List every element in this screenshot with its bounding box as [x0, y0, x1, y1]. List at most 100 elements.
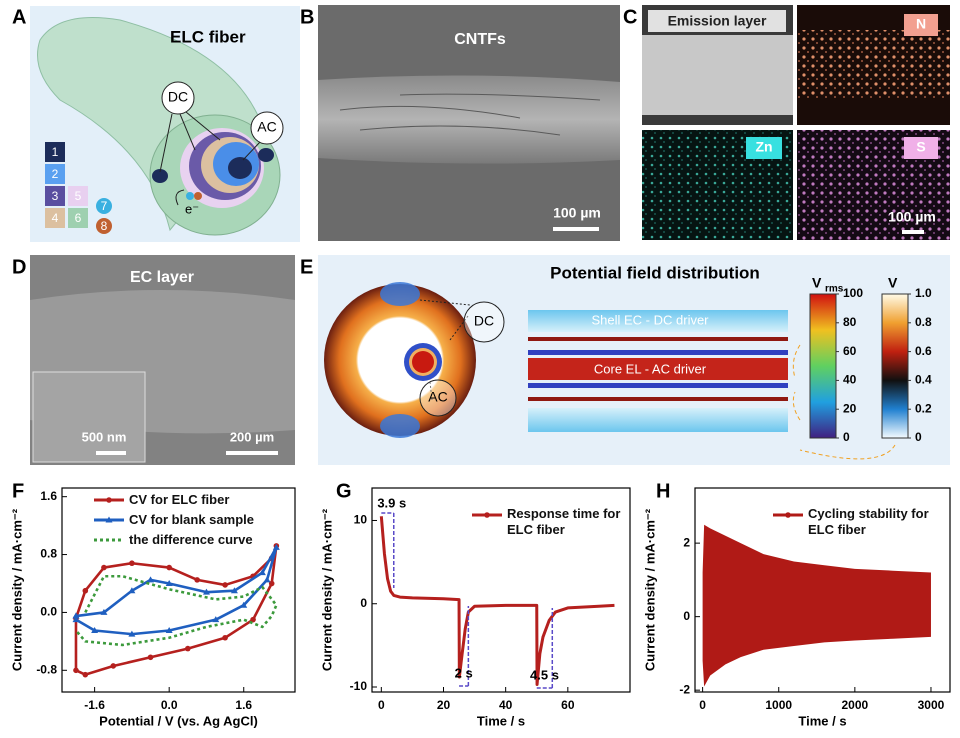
dc-circle — [161, 81, 195, 115]
scale-text: 500 nm — [82, 429, 127, 444]
legend-swatch — [68, 208, 88, 228]
x-tick-label: 2000 — [841, 698, 868, 712]
marker — [128, 587, 136, 594]
particle — [194, 192, 202, 200]
marker — [165, 579, 173, 586]
marker — [129, 560, 135, 567]
x-tick-label: 60 — [561, 698, 575, 712]
legend-number: 6 — [75, 211, 82, 225]
layer-line — [528, 383, 788, 388]
scale-bar — [96, 451, 126, 455]
annotation: 3.9 s — [377, 495, 406, 510]
marker — [72, 612, 80, 619]
panel-label: B — [300, 6, 314, 28]
legend-number: 8 — [101, 219, 108, 233]
plot-frame — [371, 487, 631, 693]
dc-circle — [463, 301, 505, 343]
colorbar-tick-label: 0.8 — [915, 315, 932, 329]
panel-label: C — [623, 6, 637, 28]
tile-tag — [746, 137, 782, 159]
panel-title: CNTFs — [454, 31, 506, 48]
marker — [212, 616, 220, 623]
marker — [194, 577, 200, 583]
y-tick-label: 10 — [354, 513, 368, 527]
marker — [240, 601, 248, 608]
texture — [339, 93, 601, 136]
x-tick-label: 3000 — [918, 698, 945, 712]
marker — [166, 564, 172, 571]
colorbar-tick-label: 0.6 — [915, 344, 932, 358]
plot-frame — [61, 487, 296, 693]
layer-line — [528, 397, 788, 401]
core-layer — [528, 358, 788, 380]
legend-swatch — [96, 198, 112, 214]
colorbar-tick-label: 100 — [843, 286, 863, 300]
electron-arrow — [175, 189, 185, 206]
y-tick-label: 0 — [360, 596, 367, 610]
legend-number: 2 — [52, 167, 59, 181]
scale-bar — [553, 227, 599, 231]
y-tick-label: -10 — [350, 679, 368, 693]
legend-swatch — [96, 218, 112, 234]
marker — [101, 564, 107, 571]
marker — [222, 634, 228, 641]
x-tick-label: 40 — [499, 698, 513, 712]
core — [412, 351, 434, 373]
marker — [185, 645, 191, 652]
marker — [147, 576, 155, 583]
ac-text: AC — [428, 389, 447, 405]
y-tick-label: -2 — [679, 682, 690, 696]
layer-line — [528, 350, 788, 355]
marker — [128, 630, 136, 637]
field-ring — [324, 284, 476, 436]
legend-number: 3 — [52, 189, 59, 203]
inset-image — [32, 371, 146, 463]
x-axis-label: Time / s — [798, 713, 846, 728]
colorbar-tick-label: 20 — [843, 401, 857, 415]
panel-title: ELC fiber — [170, 27, 246, 46]
electrode — [258, 148, 274, 162]
legend-swatch — [68, 186, 88, 206]
y-axis-label: Current density / mA·cm⁻² — [319, 508, 334, 671]
core-1 — [228, 157, 252, 179]
map-n-dots — [797, 30, 950, 100]
panel-label: E — [300, 256, 313, 278]
marker — [91, 627, 99, 634]
particle — [186, 192, 194, 200]
legend-number: 4 — [52, 211, 59, 225]
emission-layer — [642, 35, 793, 115]
x-axis-label: Potential / V (vs. Ag AgCl) — [99, 713, 258, 728]
y-tick-label: 0.0 — [40, 605, 57, 619]
ac-circle — [419, 379, 457, 417]
colorbar-tick-label: 0.2 — [915, 401, 932, 415]
x-tick-label: 20 — [437, 698, 451, 712]
legend-text: Cycling stability for ELC fiber — [808, 506, 929, 537]
annotation-bracket — [381, 512, 395, 588]
shell-layer — [528, 408, 788, 432]
legend-text: the difference curve — [129, 532, 253, 547]
tile-tag — [904, 14, 938, 36]
x-tick-label: -1.6 — [84, 698, 105, 712]
x-tick-label: 0.0 — [161, 698, 178, 712]
marker — [165, 627, 173, 634]
marker — [105, 516, 113, 523]
layer-text: Shell EC - DC driver — [591, 312, 709, 327]
colorbar — [809, 293, 837, 439]
legend-swatch — [45, 142, 65, 162]
x-tick-label: 0 — [699, 698, 706, 712]
arrow — [792, 344, 896, 460]
panel-label: G — [336, 480, 352, 502]
x-tick-label: 1.6 — [235, 698, 252, 712]
legend-text: CV for blank sample — [129, 512, 254, 527]
y-tick-label: 0.8 — [40, 547, 57, 561]
callout — [159, 111, 261, 173]
panel-title: EC layer — [130, 269, 194, 286]
colorbar-label: V — [888, 275, 898, 291]
field-spot — [380, 282, 420, 306]
y-tick-label: -0.8 — [36, 662, 57, 676]
annotation-bracket — [536, 608, 554, 689]
legend-number: 5 — [75, 189, 82, 203]
colorbar-tick-label: 40 — [843, 373, 857, 387]
y-tick-label: 2 — [683, 535, 690, 549]
